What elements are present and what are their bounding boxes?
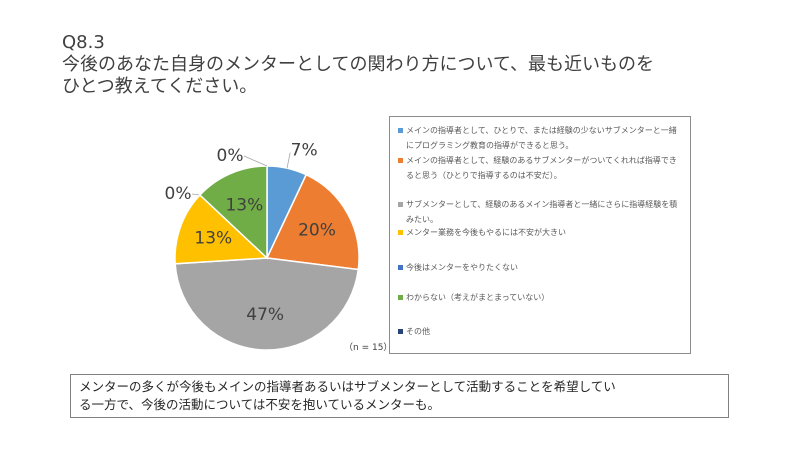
legend-swatch — [398, 202, 403, 207]
legend-label: メンター業務を今後もやるには不安が大きい — [406, 228, 566, 237]
pie-data-label: 0% — [165, 184, 192, 204]
question-number: Q8.3 — [62, 32, 105, 53]
legend-item: メインの指導者として、ひとりで、または経験の少ないサブメンターと一緒にプログラミ… — [398, 123, 682, 153]
legend-item: わからない（考えがまとまっていない） — [398, 290, 682, 305]
pie-slice — [174, 193, 269, 265]
leader-line — [243, 155, 268, 167]
pie-data-label: 7% — [291, 141, 318, 161]
legend-label: メインの指導者として、ひとりで、または経験の少ないサブメンターと一緒にプログラミ… — [406, 126, 677, 150]
legend-label: その他 — [406, 327, 430, 336]
sample-size-label: （n = 15） — [344, 343, 393, 353]
pie-slice — [198, 165, 268, 260]
legend-label: メインの指導者として、経験のあるサブメンターがついてくれれば指導できると思う（ひ… — [406, 156, 677, 180]
summary-line-1: メンターの多くが今後もメインの指導者あるいはサブメンターとして活動することを希望… — [79, 379, 616, 394]
legend-swatch — [398, 128, 403, 133]
question-text: Q8.3 今後のあなた自身のメンターとしての関わり方について、最も近いものを ひ… — [62, 32, 782, 98]
legend-swatch — [398, 230, 403, 235]
pie-data-label: 13% — [194, 229, 232, 249]
legend-swatch — [398, 158, 403, 163]
legend-swatch — [398, 329, 403, 334]
pie-slice — [174, 257, 360, 351]
summary-line-2: る一方で、今後の活動については不安を抱いているメンターも。 — [79, 397, 441, 412]
legend-item: その他 — [398, 324, 682, 339]
legend-swatch — [398, 265, 403, 270]
pie-data-label: 0% — [217, 146, 244, 166]
pie-chart: 7% 20% 47% 13% 0% 13% 0% — [165, 141, 360, 351]
question-line-2: ひとつ教えてください。 — [62, 76, 258, 97]
legend-swatch — [398, 295, 403, 300]
pie-data-label: 47% — [246, 305, 284, 325]
legend-label: サブメンターとして、経験のあるメイン指導者と一緒にさらに指導経験を積みたい。 — [406, 200, 678, 224]
legend-item: メインの指導者として、経験のあるサブメンターがついてくれれば指導できると思う（ひ… — [398, 153, 682, 183]
pie-data-label: 20% — [298, 221, 336, 241]
legend-item: サブメンターとして、経験のあるメイン指導者と一緒にさらに指導経験を積みたい。 — [398, 197, 682, 227]
legend-label: 今後はメンターをやりたくない — [406, 263, 518, 272]
legend-item: 今後はメンターをやりたくない — [398, 260, 682, 275]
pie-data-label: 13% — [225, 196, 263, 216]
summary-box: メンターの多くが今後もメインの指導者あるいはサブメンターとして活動することを希望… — [70, 374, 729, 418]
chart-legend: メインの指導者として、ひとりで、または経験の少ないサブメンターと一緒にプログラミ… — [389, 116, 691, 354]
pie-slice — [265, 173, 360, 271]
legend-label: わからない（考えがまとまっていない） — [406, 293, 550, 302]
leader-line — [286, 152, 291, 169]
leader-line — [191, 193, 200, 196]
legend-item: メンター業務を今後もやるには不安が大きい — [398, 225, 682, 240]
question-line-1: 今後のあなた自身のメンターとしての関わり方について、最も近いものを — [62, 54, 655, 75]
